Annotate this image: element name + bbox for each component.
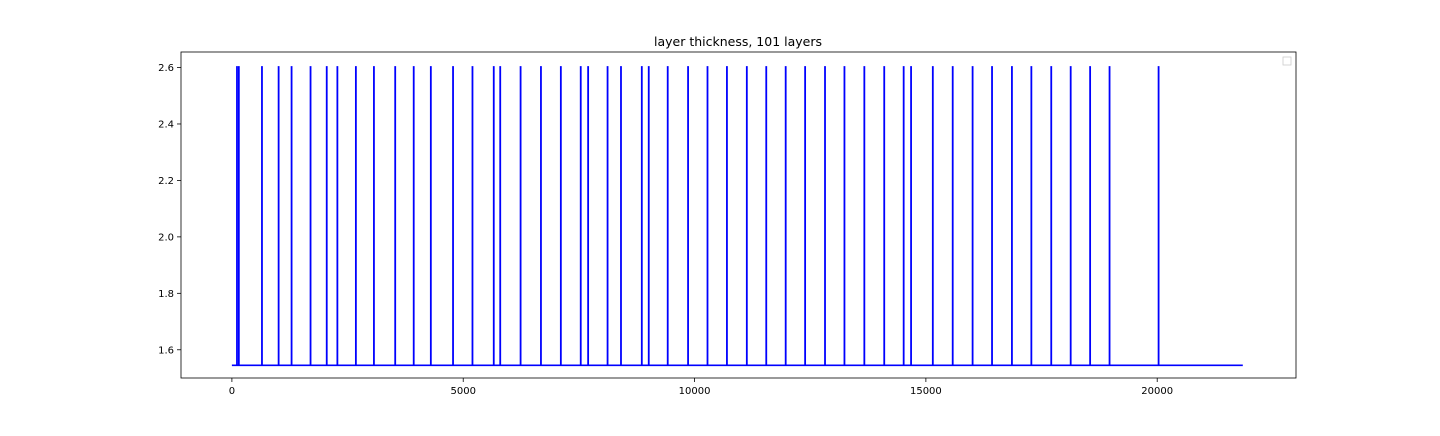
y-tick-label: 2.0 — [158, 232, 174, 243]
y-tick-label: 2.2 — [158, 176, 174, 187]
legend-box — [1282, 56, 1292, 66]
x-tick-label: 20000 — [1141, 386, 1173, 397]
plot-frame — [180, 51, 1297, 379]
chart-title: layer thickness, 101 layers — [654, 34, 822, 49]
y-tick-label: 1.8 — [158, 289, 174, 300]
series-layer — [231, 66, 1243, 367]
x-tick-label: 0 — [229, 386, 235, 397]
y-tick-label: 2.6 — [158, 63, 174, 74]
x-tick-label: 15000 — [910, 386, 942, 397]
y-tick-label: 1.6 — [158, 345, 174, 356]
x-tick-label: 10000 — [679, 386, 711, 397]
axes-layer: 0 5000 10000 15000 20000 1.6 1.8 2.0 2.2 2.4 2.6 — [158, 51, 1297, 397]
x-tick-label: 5000 — [450, 386, 475, 397]
y-tick-label: 2.4 — [158, 119, 174, 130]
